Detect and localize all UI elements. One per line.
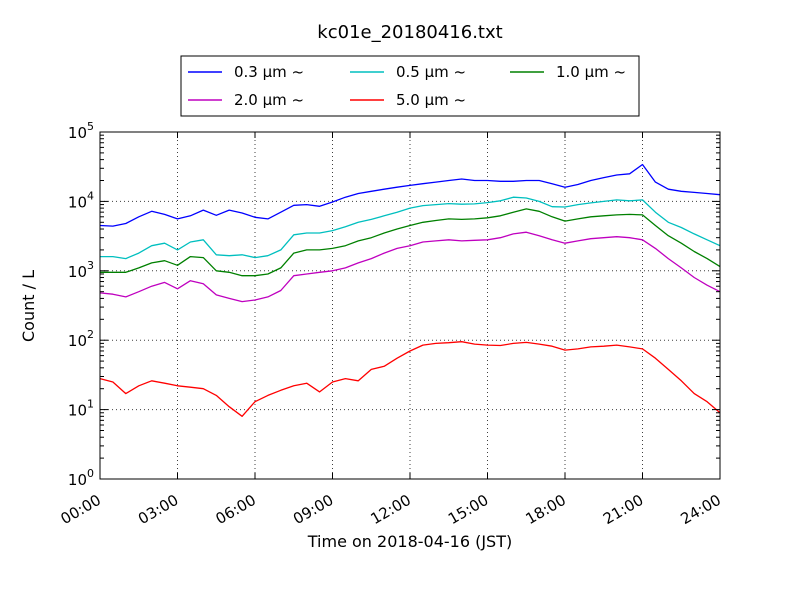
x-tick-label: 03:00 — [135, 491, 181, 528]
legend-label: 5.0 μm ~ — [396, 91, 466, 109]
y-tick-label: 102 — [68, 328, 94, 350]
x-tick-label: 12:00 — [368, 491, 414, 528]
x-tick-label: 00:00 — [58, 491, 104, 528]
x-tick-label: 15:00 — [445, 491, 491, 528]
series-lines — [99, 163, 721, 417]
x-tick-label: 21:00 — [600, 491, 646, 528]
legend-box — [180, 55, 640, 117]
chart-title: kc01e_20180416.txt — [317, 22, 502, 43]
y-tick-label: 100 — [68, 467, 94, 489]
legend-label: 2.0 μm ~ — [234, 91, 304, 109]
gridlines — [100, 132, 720, 479]
x-tick-label: 18:00 — [523, 491, 569, 528]
y-axis-label: Count / L — [19, 270, 38, 342]
series-line-4 — [99, 341, 721, 417]
legend-label: 0.5 μm ~ — [396, 63, 466, 81]
x-axis-label: Time on 2018-04-16 (JST) — [307, 532, 512, 551]
x-tick-label: 06:00 — [213, 491, 259, 528]
y-tick-label: 104 — [68, 189, 94, 211]
x-tick-label: 09:00 — [290, 491, 336, 528]
y-tick-label: 101 — [68, 398, 94, 420]
legend-label: 1.0 μm ~ — [556, 63, 626, 81]
legend: 0.3 μm ~ 0.5 μm ~ 1.0 μm ~ 2.0 μm ~ 5.0 μm ~ — [180, 55, 640, 117]
series-line-1 — [100, 196, 721, 260]
axis-ticks: 00:00 03:00 06:00 09:00 12:00 15:00 18:00 21:00… — [58, 120, 724, 528]
series-line-3 — [99, 231, 721, 303]
x-tick-label: 24:00 — [678, 491, 724, 528]
series-line-0 — [99, 163, 721, 227]
legend-label: 0.3 μm ~ — [234, 63, 304, 81]
series-line-2 — [100, 208, 721, 277]
y-tick-label: 103 — [68, 259, 94, 281]
y-tick-label: 105 — [68, 120, 94, 142]
